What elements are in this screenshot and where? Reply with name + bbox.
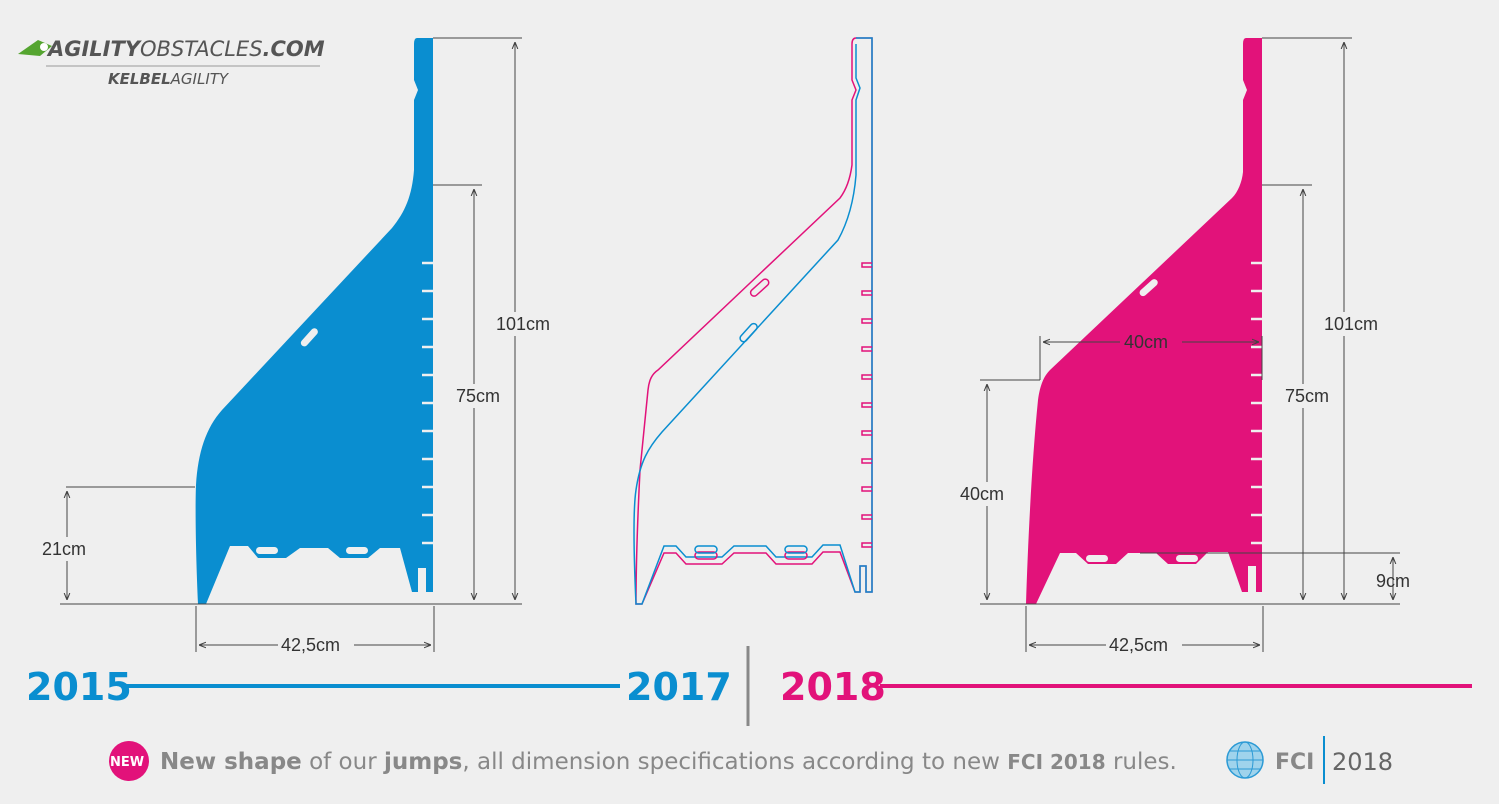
jump-2015-height-low-label: 21cm xyxy=(42,539,86,559)
timeline-year-2015: 2015 xyxy=(26,665,132,709)
jump-2015-cup-notches xyxy=(422,261,433,545)
logo-brand-text: AGILITYOBSTACLES.COM xyxy=(46,37,325,61)
fci-globe-icon xyxy=(1226,741,1264,779)
timeline-year-2018: 2018 xyxy=(780,665,886,709)
slot-hole xyxy=(1176,555,1198,562)
jump-2017-cup-notches xyxy=(861,262,872,548)
new-badge-text: NEW xyxy=(110,755,144,770)
jump-2018-height-mid-label: 75cm xyxy=(1285,386,1329,406)
fci-label: FCI xyxy=(1275,750,1314,775)
jump-2018-dimensions xyxy=(980,37,1400,652)
jump-2018-height-low-label: 40cm xyxy=(960,484,1004,504)
jump-2017-outline-pink xyxy=(635,37,873,605)
brand-logo: AGILITYOBSTACLES.COM KELBELAGILITY xyxy=(18,37,325,88)
slot-hole xyxy=(346,547,368,554)
jump-2015-slots xyxy=(256,328,368,554)
slot-hole xyxy=(1139,279,1158,297)
jump-2015-height-total-label: 101cm xyxy=(496,314,550,334)
jump-2018: 40cm 101cm 75cm 40cm 9cm 42,5cm xyxy=(958,37,1410,657)
timeline: 2015 2017 2018 xyxy=(26,646,1472,726)
new-badge xyxy=(109,741,149,781)
jump-2018-slots xyxy=(1086,279,1198,562)
jump-2017-slots xyxy=(694,278,808,560)
jump-2015-shape xyxy=(195,38,433,604)
jump-2017-slots-blue xyxy=(694,322,808,554)
jump-2015-height-mid-label: 75cm xyxy=(456,386,500,406)
fci-year: 2018 xyxy=(1332,748,1393,776)
jump-2017-outline-blue xyxy=(633,37,873,605)
jump-2018-width-top-label: 40cm xyxy=(1124,332,1168,352)
jump-2017-overlay xyxy=(633,37,873,605)
jump-2015: 101cm 75cm 21cm 42,5cm xyxy=(40,37,564,657)
logo-sub-text: KELBELAGILITY xyxy=(108,70,230,88)
slot-hole xyxy=(256,547,278,554)
slot-hole xyxy=(300,328,318,347)
jump-2018-height-total-label: 101cm xyxy=(1324,314,1378,334)
jump-2015-width-label: 42,5cm xyxy=(281,635,340,655)
slot-hole xyxy=(1086,555,1108,562)
jump-2018-width-bottom-label: 42,5cm xyxy=(1109,635,1168,655)
jump-2018-cup-notches xyxy=(1251,261,1262,545)
footer-caption: New shape of our jumps, all dimension sp… xyxy=(160,749,1177,775)
timeline-year-2017: 2017 xyxy=(626,665,732,709)
logo-leaf-icon xyxy=(18,40,52,56)
jump-2018-foot-label: 9cm xyxy=(1376,571,1410,591)
jump-2018-shape xyxy=(1026,38,1262,604)
footer: NEW New shape of our jumps, all dimensio… xyxy=(109,736,1393,784)
